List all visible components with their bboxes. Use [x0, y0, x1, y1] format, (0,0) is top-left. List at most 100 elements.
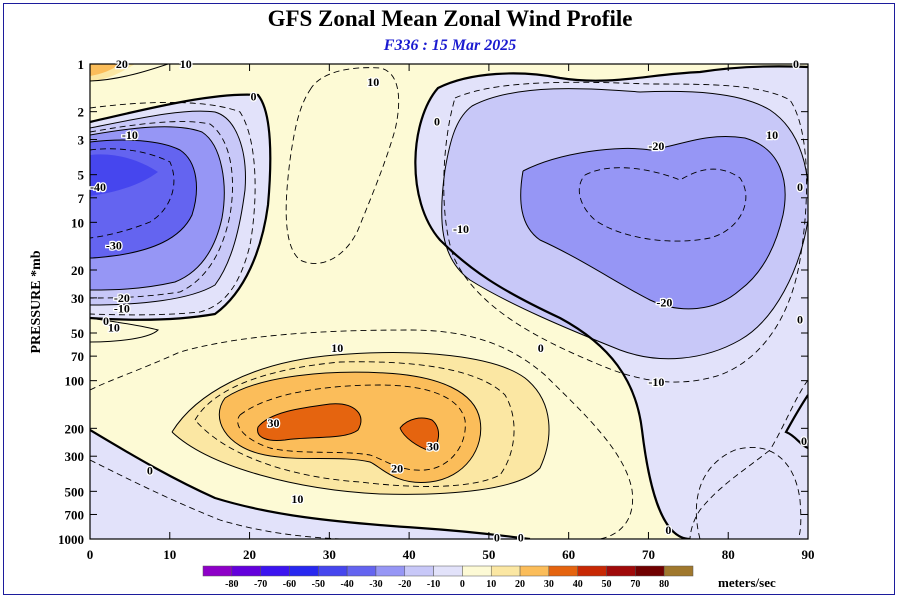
contour-label: -20	[656, 295, 672, 309]
colorbar-swatch	[635, 565, 665, 577]
contour-30-jet-east	[399, 417, 439, 452]
contour-minus-20-north	[520, 136, 786, 310]
chart-subtitle: F336 : 15 Mar 2025	[383, 37, 517, 54]
colorbar-label: 10	[486, 579, 496, 590]
contour-minus-5-south	[90, 101, 256, 316]
colorbar-swatch	[318, 565, 348, 577]
y-tick-label: 10	[71, 215, 84, 230]
contour-label: 0	[665, 523, 671, 537]
y-tick-label: 700	[65, 507, 85, 522]
colorbar-label: -20	[398, 579, 411, 590]
axis-ticks: 0 10 20 30 40 50 60 70 80 90123571020305070100200…	[58, 57, 815, 562]
contour-5-lower-right	[695, 447, 802, 539]
contour-label: 0	[797, 312, 803, 326]
x-tick-label: 90	[802, 547, 815, 562]
x-tick-label: 20	[243, 547, 256, 562]
contour-0-northern	[414, 65, 808, 539]
colorbar-label: -60	[283, 579, 296, 590]
contour-minus-10-south	[90, 110, 246, 306]
colorbar: -80 -70 -60 -50 -40 -30 -20 -10 0 10 20 30 40 50 70 80 m…	[202, 565, 776, 590]
y-tick-label: 2	[78, 105, 85, 120]
contour-minus-35-south	[90, 148, 175, 239]
contour-0-upper-left	[90, 93, 272, 321]
contour-label: -40	[90, 180, 106, 194]
colorbar-label: -70	[254, 579, 267, 590]
colorbar-label: -80	[225, 579, 238, 590]
y-tick-label: 30	[71, 291, 84, 306]
contour-label: 0	[518, 531, 524, 545]
y-axis-label: PRESSURE *mb	[29, 250, 44, 353]
colorbar-swatch	[490, 565, 521, 577]
contour-label: 0	[797, 180, 803, 194]
colorbar-label: 20	[515, 579, 525, 590]
contour-label: -20	[648, 139, 664, 153]
colorbar-swatch	[404, 565, 434, 577]
region-southern-minus-40	[90, 154, 158, 196]
figure-frame	[3, 3, 895, 595]
contour-minus-20-south	[90, 126, 225, 291]
contour-label: 10	[108, 320, 120, 334]
colorbar-label: -30	[369, 579, 382, 590]
contour-30-jet-west	[257, 403, 362, 441]
colorbar-swatch	[548, 565, 578, 577]
colorbar-swatch	[260, 565, 290, 577]
contour-label: 0	[494, 531, 500, 545]
colorbar-label: 80	[659, 579, 669, 590]
colorbar-label: 40	[573, 579, 583, 590]
colorbar-swatch	[346, 565, 377, 577]
chart-title: GFS Zonal Mean Zonal Wind Profile	[267, 6, 633, 31]
colorbar-swatch	[202, 565, 233, 577]
y-tick-label: 1000	[58, 532, 84, 547]
colorbar-swatch	[577, 565, 607, 577]
contour-label: 10	[180, 57, 192, 71]
contour-15-jet	[194, 361, 515, 487]
colorbar-units: meters/sec	[718, 575, 776, 590]
x-tick-label: 70	[642, 547, 655, 562]
x-tick-label: 60	[562, 547, 575, 562]
colorbar-swatch	[606, 565, 636, 577]
contour-label: 0	[147, 464, 153, 478]
y-tick-label: 20	[71, 263, 84, 278]
y-tick-label: 1	[78, 57, 85, 72]
contour-25-jet	[237, 384, 466, 471]
y-tick-label: 3	[78, 133, 85, 148]
region-northern-minus-20	[520, 136, 786, 309]
colorbar-swatch	[289, 565, 319, 577]
colorbar-label: 0	[460, 579, 465, 590]
colorbar-label: 30	[544, 579, 554, 590]
contour-label: 0	[103, 314, 109, 328]
contour-label: 0	[538, 341, 544, 355]
region-upper-westerly-20	[90, 64, 120, 76]
contour-label: -10	[114, 301, 130, 315]
y-tick-label: 500	[65, 484, 85, 499]
contour-minus-5-lower	[90, 459, 341, 539]
contour-minus-5-lower-right	[689, 379, 808, 539]
y-tick-label: 7	[78, 191, 85, 206]
colorbar-swatch	[231, 565, 261, 577]
contour-label: 30	[267, 416, 279, 430]
contour-minus-15-south	[90, 121, 233, 299]
y-tick-label: 200	[65, 421, 85, 436]
x-tick-label: 40	[403, 547, 416, 562]
contour-5-stratosphere	[285, 67, 400, 264]
contour-lines	[90, 64, 808, 539]
x-tick-label: 10	[163, 547, 176, 562]
colorbar-swatch	[519, 565, 550, 577]
colorbar-label: -50	[312, 579, 325, 590]
colorbar-swatch	[462, 565, 492, 577]
contour-label: -30	[106, 238, 122, 252]
contour-label: 0	[801, 434, 807, 448]
x-tick-label: 30	[323, 547, 336, 562]
colorbar-swatch	[663, 565, 694, 577]
region-lower-left-0-to-10	[90, 318, 158, 342]
contour-minus-30-south	[90, 139, 197, 259]
colorbar-swatch	[375, 565, 406, 577]
colorbar-swatch	[433, 565, 463, 577]
colorbar-label: -10	[427, 579, 440, 590]
contour-label: -20	[114, 291, 130, 305]
colorbar-label: -40	[340, 579, 353, 590]
contour-label: 30	[427, 439, 439, 453]
contour-fills	[90, 64, 808, 539]
contour-label: 10	[331, 341, 343, 355]
